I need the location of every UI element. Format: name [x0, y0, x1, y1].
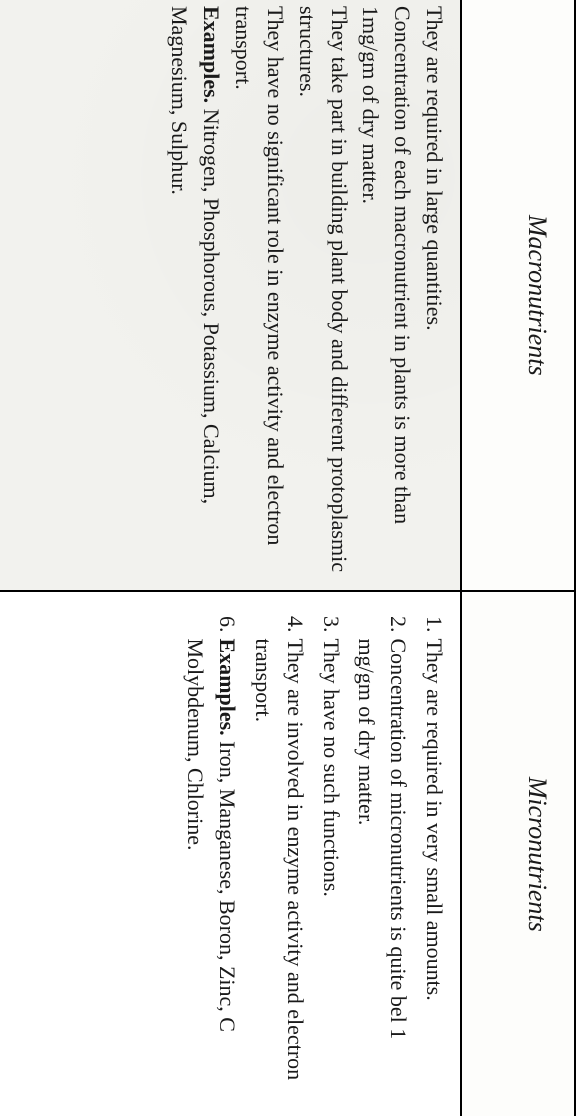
- comparison-table: Macronutrients Micronutrients They are r…: [0, 0, 576, 1116]
- header-macronutrients: Macronutrients: [461, 0, 575, 591]
- macro-line-1: They are required in large quantities.: [418, 6, 450, 576]
- item-text: Examples. Iron, Manganese, Boron, Zinc, …: [179, 638, 243, 1102]
- item-number: 4.: [247, 606, 311, 638]
- macronutrients-cell: They are required in large quantities. C…: [0, 0, 461, 591]
- micro-item-2: 2. Concentration of micronutrients is qu…: [351, 606, 415, 1102]
- item-text: They are required in very small amounts.: [418, 638, 450, 1102]
- body-row: They are required in large quantities. C…: [0, 0, 461, 1116]
- item-text: They are involved in enzyme activity and…: [247, 638, 311, 1102]
- examples-label: Examples.: [215, 638, 240, 735]
- item-text: Concentration of micronutrients is quite…: [351, 638, 415, 1102]
- micro-item-4: 4. They are involved in enzyme activity …: [247, 606, 311, 1102]
- micro-item-6: 6. Examples. Iron, Manganese, Boron, Zin…: [179, 606, 243, 1102]
- item-number: 2.: [351, 606, 415, 638]
- macro-line-5: Examples. Nitrogen, Phosphorous, Potassi…: [163, 6, 227, 576]
- header-micronutrients: Micronutrients: [461, 591, 575, 1116]
- micronutrients-cell: 1. They are required in very small amoun…: [0, 591, 461, 1116]
- macro-line-4: They have no significant role in enzyme …: [227, 6, 291, 576]
- item-number: 6.: [179, 606, 243, 638]
- item-number: 3.: [315, 606, 347, 638]
- header-row: Macronutrients Micronutrients: [461, 0, 575, 1116]
- document-page: Macronutrients Micronutrients They are r…: [0, 0, 576, 1116]
- examples-label: Examples.: [199, 6, 224, 103]
- macro-line-3: They take part in building plant body an…: [291, 6, 355, 576]
- item-text: They have no such functions.: [315, 638, 347, 1102]
- item-number: 1.: [418, 606, 450, 638]
- macro-line-2: Concentration of each macronutrient in p…: [355, 6, 419, 576]
- micro-item-3: 3. They have no such functions.: [315, 606, 347, 1102]
- micro-item-1: 1. They are required in very small amoun…: [418, 606, 450, 1102]
